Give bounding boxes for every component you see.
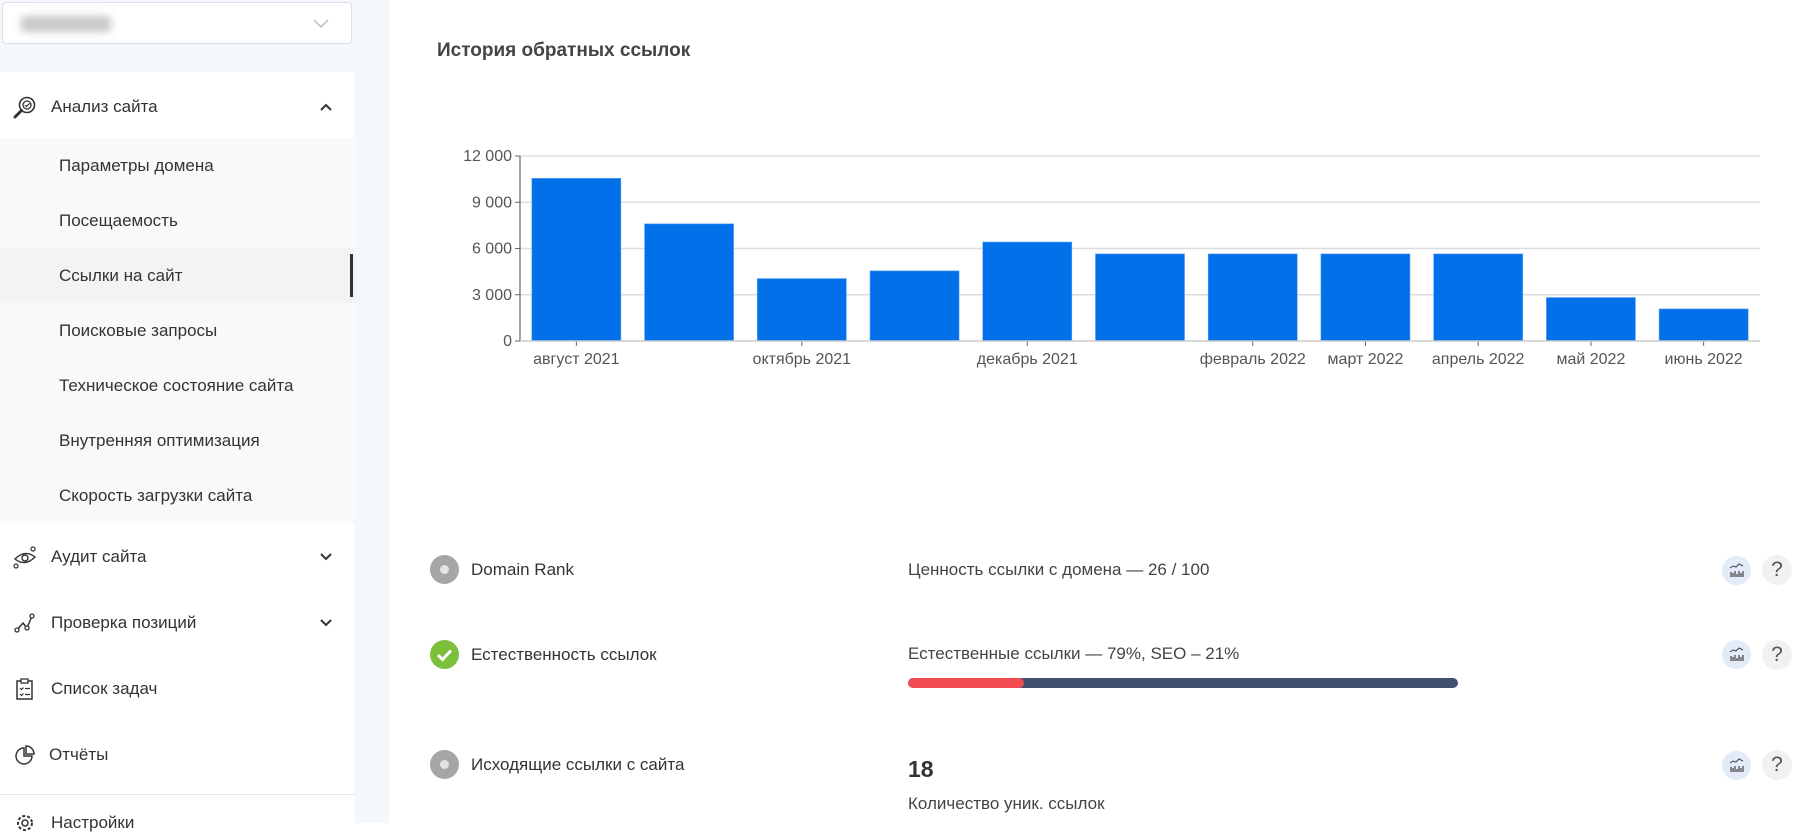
sidebar-divider — [0, 794, 355, 795]
sidebar-item-backlinks[interactable]: Ссылки на сайт — [0, 248, 355, 303]
chart-history-icon — [1729, 647, 1744, 661]
sidebar-section-settings[interactable]: Настройки — [0, 808, 355, 838]
help-button[interactable]: ? — [1762, 555, 1792, 585]
chevron-down-icon — [320, 619, 332, 627]
chart-line-nodes-icon — [14, 613, 35, 633]
pie-chart-icon — [15, 745, 35, 765]
sidebar-section-position-check[interactable]: Проверка позиций — [0, 608, 355, 638]
y-tick-label: 9 000 — [472, 194, 512, 211]
eye-nodes-icon — [13, 546, 37, 569]
y-tick-label: 0 — [503, 333, 512, 350]
site-select-value-blurred — [21, 16, 111, 32]
metric-number-outgoing-links: 18 — [908, 756, 934, 782]
bar — [1207, 253, 1298, 342]
clipboard-checklist-icon — [16, 678, 33, 700]
sidebar-item-domain-params[interactable]: Параметры домена — [59, 155, 214, 175]
chart-history-button[interactable] — [1722, 640, 1751, 669]
sidebar-item-internal-optimization[interactable]: Внутренняя оптимизация — [59, 430, 260, 450]
seo-share-fill — [908, 678, 1024, 688]
sidebar-item-search-queries[interactable]: Поисковые запросы — [59, 320, 218, 340]
x-tick-label: август 2021 — [533, 351, 620, 368]
bar — [869, 270, 960, 342]
y-tick-label: 12 000 — [463, 148, 512, 165]
sidebar-item-tech-state[interactable]: Техническое состояние сайта — [59, 375, 294, 395]
backlinks-history-chart: 0 3 000 6 000 9 000 12 000 август 2021 октябрь… — [463, 148, 1760, 368]
bar — [644, 223, 734, 342]
submenu-site-analysis: Параметры домена Посещаемость Ссылки на … — [0, 138, 355, 523]
x-tick-label: май 2022 — [1556, 351, 1625, 368]
metric-label-link-naturalness: Естественность ссылок — [471, 645, 657, 664]
bar — [1546, 297, 1636, 342]
bar — [531, 178, 622, 342]
bar — [1095, 253, 1185, 342]
x-tick-label: июнь 2022 — [1665, 351, 1743, 368]
sidebar-item-traffic[interactable]: Посещаемость — [59, 210, 178, 230]
y-tick-label: 3 000 — [472, 287, 512, 304]
help-button[interactable]: ? — [1762, 750, 1792, 780]
chart-history-button[interactable] — [1722, 556, 1751, 585]
metric-value-domain-rank: Ценность ссылки с домена — 26 / 100 — [908, 560, 1210, 579]
metric-caption-outgoing-links: Количество уник. ссылок — [908, 794, 1105, 813]
sidebar-section-task-list[interactable]: Список задач — [0, 674, 355, 704]
naturalness-progress-bar — [908, 678, 1458, 688]
chevron-up-icon — [320, 103, 332, 111]
status-ok-check-icon — [430, 640, 459, 669]
bar — [1658, 308, 1749, 342]
bar — [982, 241, 1073, 342]
site-select[interactable] — [2, 2, 352, 44]
chart-history-button[interactable] — [1722, 751, 1751, 780]
metric-label-outgoing-links: Исходящие ссылки с сайта — [471, 755, 685, 774]
x-tick-label: февраль 2022 — [1200, 351, 1306, 368]
gear-icon — [17, 815, 33, 831]
sidebar-section-reports[interactable]: Отчёты — [0, 740, 355, 770]
x-tick-label: декабрь 2021 — [977, 351, 1078, 368]
metric-value-link-naturalness: Естественные ссылки — 79%, SEO – 21% — [908, 644, 1240, 663]
magnifier-target-icon — [13, 96, 36, 119]
content-gutter — [355, 0, 389, 823]
x-tick-label: апрель 2022 — [1432, 351, 1525, 368]
y-tick-label: 6 000 — [472, 241, 512, 258]
sidebar-item-load-speed[interactable]: Скорость загрузки сайта — [59, 485, 253, 505]
bar — [1320, 253, 1411, 342]
metric-label-domain-rank: Domain Rank — [471, 560, 574, 579]
sidebar-section-site-audit[interactable]: Аудит сайта — [0, 542, 355, 572]
page-title: История обратных ссылок — [437, 40, 691, 61]
chart-history-icon — [1729, 758, 1744, 772]
chevron-down-icon — [313, 19, 329, 28]
chevron-down-icon — [320, 553, 332, 561]
chart-history-icon — [1729, 563, 1744, 577]
bar — [756, 278, 847, 342]
status-neutral-icon — [430, 750, 459, 779]
bar — [1433, 253, 1524, 342]
help-button[interactable]: ? — [1762, 640, 1792, 670]
sidebar-section-site-analysis[interactable]: Анализ сайта — [0, 92, 355, 122]
status-neutral-icon — [430, 555, 459, 584]
x-tick-label: октябрь 2021 — [753, 351, 852, 368]
x-tick-label: март 2022 — [1328, 351, 1404, 368]
